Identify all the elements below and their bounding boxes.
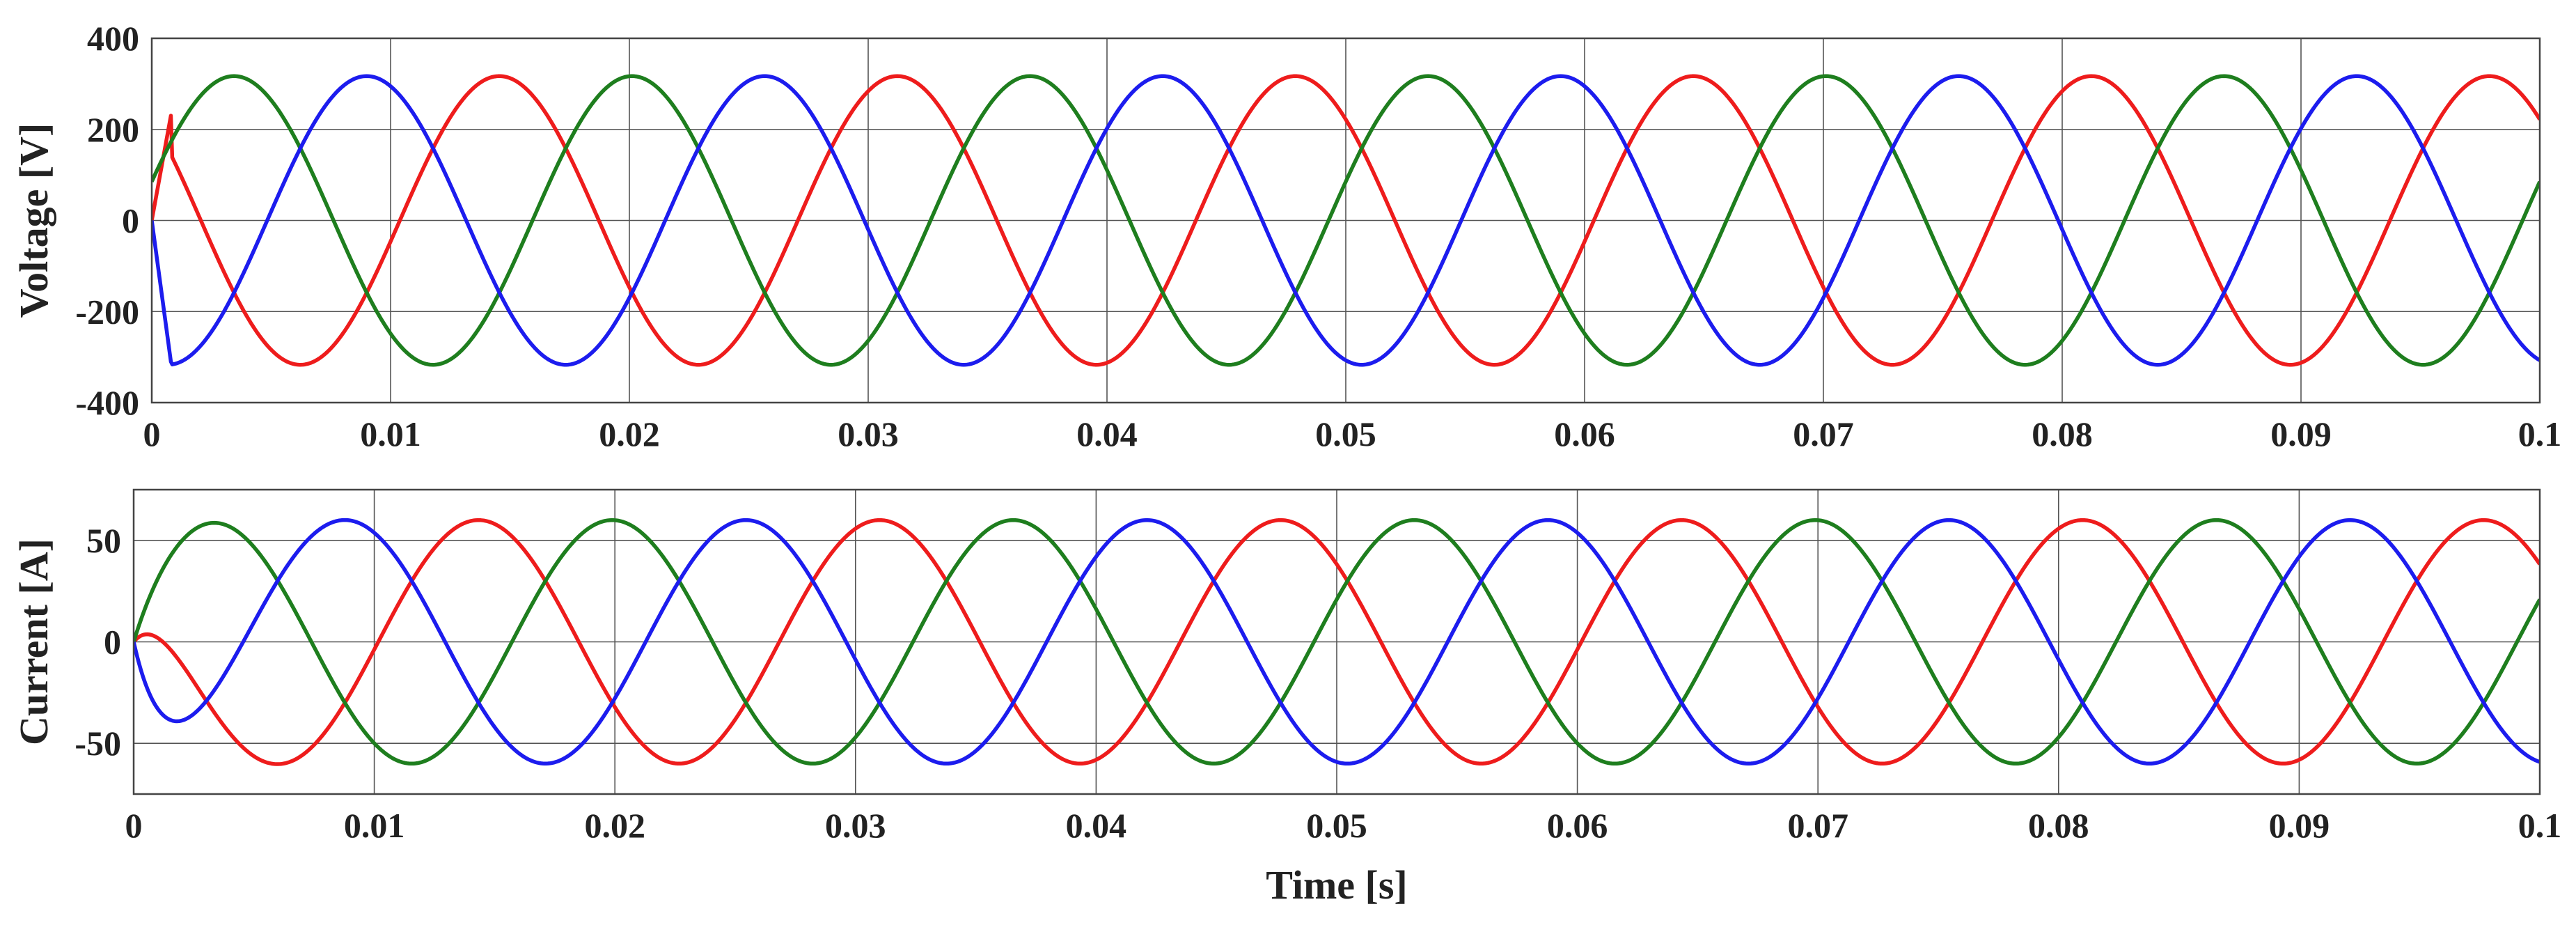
x-tick-label: 0.07 — [1793, 414, 1854, 453]
series-line-3 — [152, 74, 2540, 367]
x-tick-label: 0.1 — [2518, 414, 2562, 453]
series-line-1 — [134, 518, 2540, 766]
series-line-1 — [152, 74, 2540, 367]
x-tick-label: 0.05 — [1315, 414, 1376, 453]
x-tick-label: 0.02 — [599, 414, 660, 453]
x-tick-label: 0.09 — [2269, 806, 2330, 845]
y-tick-label: 0 — [122, 201, 139, 240]
current-panel: 0 0.01 0.02 0.03 0.04 0.05 0.06 0.07 0.08 0.09 0.1… — [11, 488, 2562, 908]
voltage-panel: 0 0.01 0.02 0.03 0.04 0.05 0.06 0.07 0.08 0.09 0.1… — [11, 19, 2561, 453]
x-tick-label: 0.08 — [2032, 414, 2093, 453]
y-axis-label: Current [A] — [11, 538, 56, 745]
x-axis-label: Time [s] — [1266, 862, 1408, 908]
y-tick-label: 0 — [104, 623, 121, 662]
x-tick-label: 0.05 — [1306, 806, 1367, 845]
series-line-3 — [134, 518, 2540, 766]
x-tick-label: 0.06 — [1554, 414, 1615, 453]
x-tick-label: 0.08 — [2028, 806, 2089, 845]
y-axis-label: Voltage [V] — [11, 123, 56, 318]
x-tick-label: 0.04 — [1076, 414, 1138, 453]
y-tick-label: 50 — [86, 521, 121, 560]
x-tick-label: 0.03 — [838, 414, 899, 453]
x-tick-label: 0.01 — [344, 806, 405, 845]
x-tick-label: 0 — [125, 806, 143, 845]
plot-frame — [132, 488, 2541, 795]
x-tick-label: 0.04 — [1066, 806, 1127, 845]
x-tick-label: 0 — [143, 414, 161, 453]
y-tick-label: 200 — [87, 110, 139, 149]
series-line-2 — [152, 74, 2540, 367]
x-tick-label: 0.02 — [584, 806, 645, 845]
y-tick-label: -400 — [75, 383, 139, 422]
y-tick-label: 400 — [87, 19, 139, 58]
series-line-2 — [134, 518, 2540, 766]
x-tick-label: 0.07 — [1787, 806, 1848, 845]
y-tick-label: -50 — [74, 724, 121, 763]
plot-frame — [150, 37, 2541, 404]
x-tick-label: 0.03 — [825, 806, 886, 845]
y-tick-label: -200 — [75, 292, 139, 331]
x-tick-label: 0.1 — [2518, 806, 2562, 845]
x-tick-label: 0.01 — [360, 414, 421, 453]
x-tick-label: 0.06 — [1547, 806, 1608, 845]
x-tick-label: 0.09 — [2270, 414, 2332, 453]
